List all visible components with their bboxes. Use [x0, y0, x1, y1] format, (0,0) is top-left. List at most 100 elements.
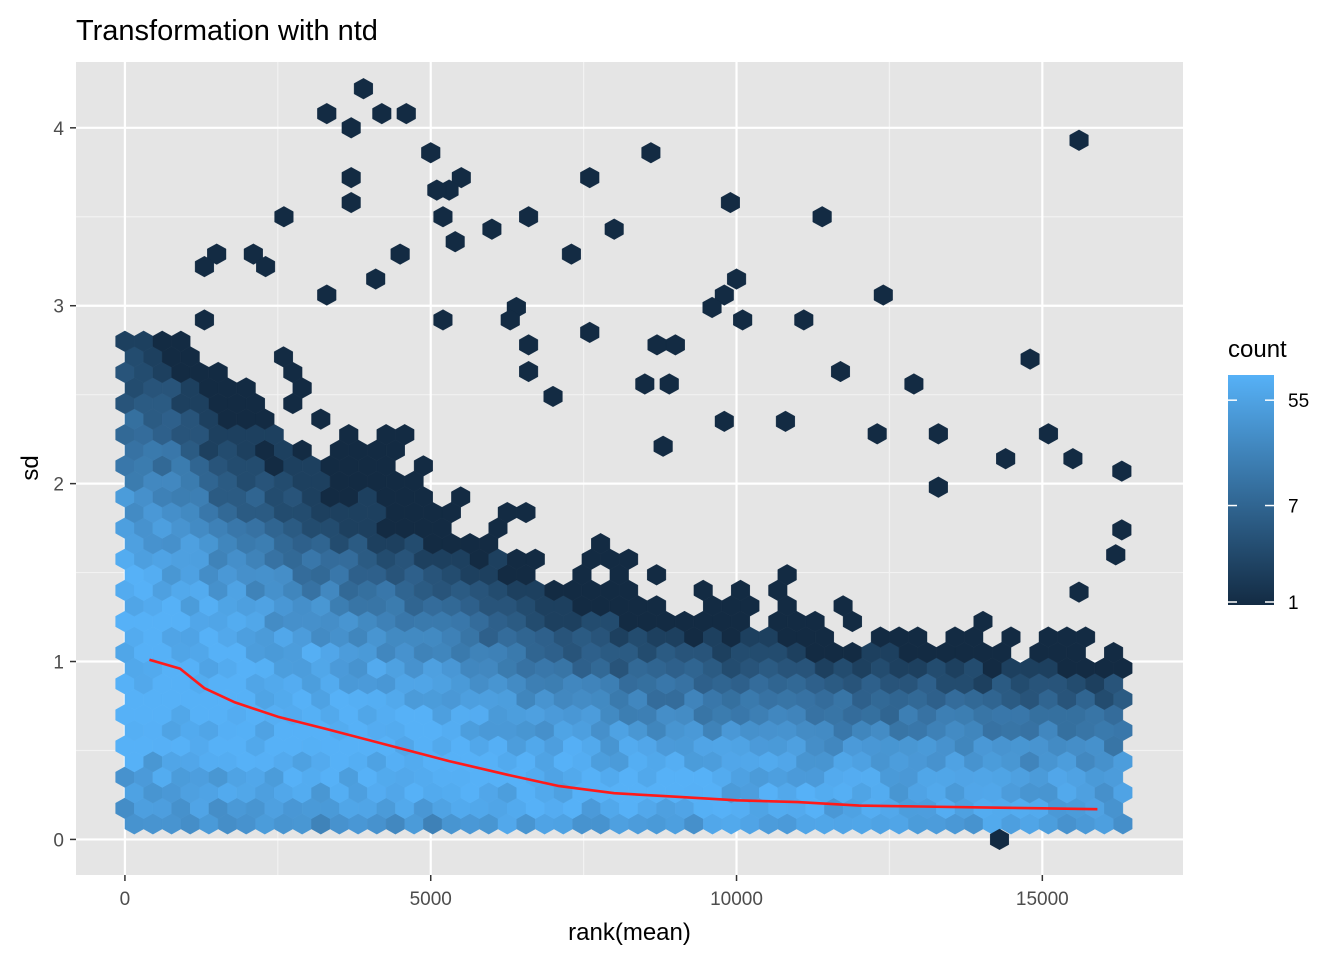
hex-cell-outlier: [317, 102, 337, 125]
hex-cell-outlier: [427, 179, 447, 201]
trend-line: [149, 658, 1098, 811]
hex-cell-outlier: [433, 309, 453, 331]
hex-cell-outlier: [1112, 460, 1132, 482]
hex-cell: [311, 408, 331, 430]
hex-cell: [973, 610, 993, 633]
hex-cell-outlier: [243, 243, 263, 265]
hex-cell-outlier: [775, 410, 795, 432]
hex-cell: [777, 564, 797, 586]
hex-cell-outlier: [1038, 423, 1058, 445]
hex-cell-outlier: [580, 167, 600, 189]
hex-cell-outlier: [1069, 581, 1089, 603]
hex-cell-outlier: [561, 243, 581, 265]
hex-cell-outlier: [500, 309, 520, 331]
hex-cell: [292, 439, 312, 461]
hex-cell: [208, 361, 228, 384]
hex-cell-outlier: [341, 191, 361, 214]
hex-cell-outlier: [727, 268, 747, 290]
hex-cell-outlier: [451, 167, 471, 189]
trend-layer: [149, 658, 1098, 811]
hex-cell-outlier: [733, 309, 753, 331]
hex-cell-outlier: [366, 268, 386, 290]
hex-cell: [1001, 626, 1021, 648]
hex-cell-outlier: [831, 360, 850, 383]
hex-cell: [339, 424, 359, 446]
y-tick-label: 0: [53, 830, 64, 851]
hex-cell-outlier: [1106, 544, 1126, 566]
hex-cell-outlier: [445, 231, 465, 253]
hex-cell-outlier: [207, 243, 227, 265]
hex-cell-outlier: [390, 243, 410, 265]
hex-cell-outlier: [720, 191, 740, 214]
hex-cell-outlier: [702, 296, 722, 319]
hex-cell-outlier: [341, 117, 361, 139]
x-tick-label: 5000: [410, 889, 452, 910]
hex-cell-outlier: [996, 448, 1016, 470]
hexbin-cells: [115, 78, 1133, 851]
y-axis: 0 1 2 3 4: [53, 119, 76, 851]
hex-cell-outlier: [274, 206, 294, 228]
hex-cell: [805, 610, 825, 633]
hex-cell-outlier: [519, 334, 539, 356]
hex-cell: [525, 548, 545, 570]
x-axis-label: rank(mean): [568, 919, 691, 946]
hex-cell-outlier: [1069, 129, 1089, 151]
hex-cell-outlier: [794, 309, 814, 331]
hex-cell-outlier: [580, 321, 600, 344]
hex-cell-outlier: [904, 373, 924, 395]
x-tick-label: 10000: [710, 889, 763, 910]
hex-cell-outlier: [928, 423, 948, 445]
legend-tick-label: 55: [1288, 391, 1309, 412]
hex-cell-outlier: [1020, 348, 1040, 370]
y-tick-label: 4: [53, 119, 64, 140]
hex-cell: [395, 424, 415, 446]
x-axis: 0 5000 10000 15000: [120, 875, 1069, 910]
hex-cell-outlier: [194, 255, 214, 278]
y-axis-label: sd: [17, 455, 44, 480]
legend-title: count: [1228, 336, 1287, 363]
hex-cell-outlier: [665, 334, 685, 356]
hex-cell-outlier: [519, 360, 539, 383]
hex-cell-outlier: [604, 218, 624, 240]
hex-cell: [516, 501, 536, 524]
hex-cell-outlier: [659, 373, 679, 395]
hex-cell: [619, 548, 639, 570]
hex-cell-outlier: [482, 218, 502, 240]
hex-cell-outlier: [653, 435, 673, 457]
legend-colorbar: [1228, 375, 1274, 605]
hex-cell: [647, 564, 667, 586]
hex-cell-outlier: [543, 385, 563, 408]
hex-cell-outlier: [928, 476, 948, 498]
hex-cell: [236, 377, 256, 399]
y-tick-label: 2: [53, 475, 64, 496]
hex-cell: [731, 579, 750, 601]
hex-cell-outlier: [372, 102, 392, 125]
hex-cell-outlier: [519, 206, 539, 228]
hex-cell: [171, 330, 191, 352]
hex-cell: [833, 595, 853, 617]
hex-cell-outlier: [421, 142, 441, 164]
hex-cell-outlier: [1063, 448, 1083, 470]
hex-cell-outlier: [641, 142, 661, 164]
hex-cell: [451, 486, 471, 508]
hex-cell-outlier: [256, 255, 276, 278]
hex-cell-outlier: [194, 309, 214, 331]
hex-cell: [591, 533, 611, 555]
chart-title: Transformation with ntd: [76, 15, 378, 47]
hex-cell-outlier: [867, 423, 887, 445]
x-tick-label: 15000: [1016, 889, 1069, 910]
hex-cell: [908, 626, 928, 648]
hex-cell: [693, 579, 713, 601]
hex-cell: [1104, 641, 1124, 664]
y-tick-label: 3: [53, 297, 64, 318]
hex-cell-outlier: [353, 78, 373, 100]
hex-cell-outlier: [341, 167, 361, 189]
hex-cell-outlier: [1112, 519, 1132, 541]
hex-cell: [274, 346, 293, 368]
hex-cell: [1076, 626, 1096, 648]
hex-cell-outlier: [396, 102, 416, 125]
hex-cell-outlier: [714, 410, 734, 432]
hex-cell-outlier: [317, 284, 337, 306]
